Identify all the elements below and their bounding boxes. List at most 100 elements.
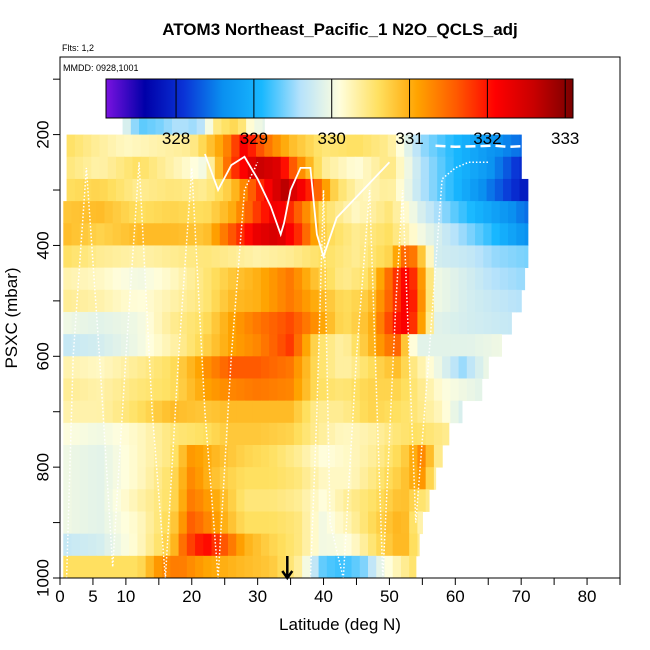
heatmap-cell bbox=[433, 267, 443, 291]
heatmap-cell bbox=[79, 311, 89, 335]
heatmap-cell bbox=[88, 223, 97, 246]
heatmap-cell bbox=[112, 400, 122, 424]
heatmap-cell bbox=[326, 533, 336, 557]
heatmap-cell bbox=[293, 223, 303, 246]
heatmap-cell bbox=[297, 178, 307, 202]
heatmap-cell bbox=[458, 245, 468, 269]
heatmap-cell bbox=[277, 378, 287, 402]
heatmap-cell bbox=[483, 223, 493, 246]
heatmap-cell bbox=[137, 467, 147, 490]
heatmap-cell bbox=[244, 267, 254, 291]
heatmap-cell bbox=[368, 489, 377, 512]
heatmap-cell bbox=[178, 555, 188, 578]
heatmap-cell bbox=[400, 467, 410, 490]
heatmap-cell bbox=[343, 289, 353, 313]
heatmap-cell bbox=[359, 334, 369, 357]
heatmap-cell bbox=[494, 178, 504, 202]
heatmap-cell bbox=[170, 533, 180, 557]
heatmap-cell bbox=[400, 378, 410, 402]
heatmap-cell bbox=[228, 511, 237, 535]
heatmap-cell bbox=[63, 311, 73, 335]
heatmap-cell bbox=[203, 334, 213, 357]
heatmap-cell bbox=[288, 156, 298, 180]
heatmap-cell bbox=[272, 178, 282, 202]
heatmap-cell bbox=[285, 378, 295, 402]
heatmap-cell bbox=[104, 400, 114, 424]
heatmap-cell bbox=[302, 422, 311, 446]
heatmap-cell bbox=[107, 178, 117, 202]
heatmap-cell bbox=[420, 156, 430, 180]
heatmap-cell bbox=[470, 156, 479, 180]
heatmap-cell bbox=[293, 356, 303, 379]
heatmap-cell bbox=[297, 134, 307, 158]
heatmap-cell bbox=[376, 555, 386, 578]
heatmap-cell bbox=[310, 511, 320, 535]
heatmap-cell bbox=[519, 178, 529, 202]
heatmap-cell bbox=[470, 178, 479, 202]
heatmap-cell bbox=[236, 511, 246, 535]
heatmap-cell bbox=[145, 467, 155, 490]
heatmap-cell bbox=[116, 134, 125, 158]
heatmap-cell bbox=[400, 555, 410, 578]
heatmap-cell bbox=[412, 178, 422, 202]
heatmap-cell bbox=[124, 134, 134, 158]
heatmap-cell bbox=[260, 378, 270, 402]
heatmap-cell bbox=[293, 267, 303, 291]
heatmap-cell bbox=[277, 400, 287, 424]
heatmap-cell bbox=[129, 422, 139, 446]
heatmap-cell bbox=[186, 444, 196, 468]
heatmap-cell bbox=[63, 201, 73, 224]
heatmap-cell bbox=[88, 201, 97, 224]
heatmap-cell bbox=[293, 555, 303, 578]
heatmap-cell bbox=[186, 289, 196, 313]
heatmap-cell bbox=[519, 156, 522, 180]
heatmap-cell bbox=[508, 267, 517, 291]
heatmap-cell bbox=[400, 267, 410, 291]
heatmap-cell bbox=[170, 555, 180, 578]
heatmap-cell bbox=[112, 223, 122, 246]
heatmap-cell bbox=[310, 245, 320, 269]
x-tick-label: 80 bbox=[578, 587, 597, 606]
heatmap-cell bbox=[211, 223, 221, 246]
heatmap-cell bbox=[409, 422, 419, 446]
heatmap-cell bbox=[335, 311, 344, 335]
heatmap-cell bbox=[63, 533, 73, 557]
heatmap-cell bbox=[107, 134, 117, 158]
heatmap-cell bbox=[516, 289, 522, 313]
heatmap-cell bbox=[190, 134, 199, 158]
heatmap-cell bbox=[219, 356, 229, 379]
heatmap-cell bbox=[376, 289, 386, 313]
heatmap-cell bbox=[104, 223, 114, 246]
heatmap-cell bbox=[475, 245, 484, 269]
heatmap-cell bbox=[269, 334, 279, 357]
heatmap-cell bbox=[335, 378, 344, 402]
heatmap-cell bbox=[195, 334, 204, 357]
heatmap-cell bbox=[195, 356, 204, 379]
heatmap-cell bbox=[99, 178, 109, 202]
heatmap-cell bbox=[122, 112, 132, 135]
heatmap-cell bbox=[96, 223, 106, 246]
heatmap-cell bbox=[252, 334, 262, 357]
heatmap-cell bbox=[63, 511, 73, 535]
heatmap-cell bbox=[178, 267, 188, 291]
heatmap-cell bbox=[140, 134, 150, 158]
heatmap-cell bbox=[157, 178, 167, 202]
heatmap-cell bbox=[343, 555, 353, 578]
heatmap-cell bbox=[260, 400, 270, 424]
heatmap-cell bbox=[425, 267, 435, 291]
heatmap-cell bbox=[409, 289, 419, 313]
heatmap-cell bbox=[203, 422, 213, 446]
heatmap-cell bbox=[302, 201, 311, 224]
heatmap-cell bbox=[376, 311, 386, 335]
heatmap-cell bbox=[280, 156, 290, 180]
heatmap-cell bbox=[120, 356, 130, 379]
heatmap-cell bbox=[63, 400, 73, 424]
heatmap-cell bbox=[458, 201, 468, 224]
x-tick-label: 20 bbox=[182, 587, 201, 606]
heatmap-cell bbox=[112, 467, 122, 490]
heatmap-cell bbox=[409, 223, 419, 246]
heatmap-cell bbox=[96, 267, 106, 291]
heatmap-cell bbox=[293, 533, 303, 557]
heatmap-cell bbox=[153, 378, 163, 402]
heatmap-cell bbox=[153, 201, 163, 224]
